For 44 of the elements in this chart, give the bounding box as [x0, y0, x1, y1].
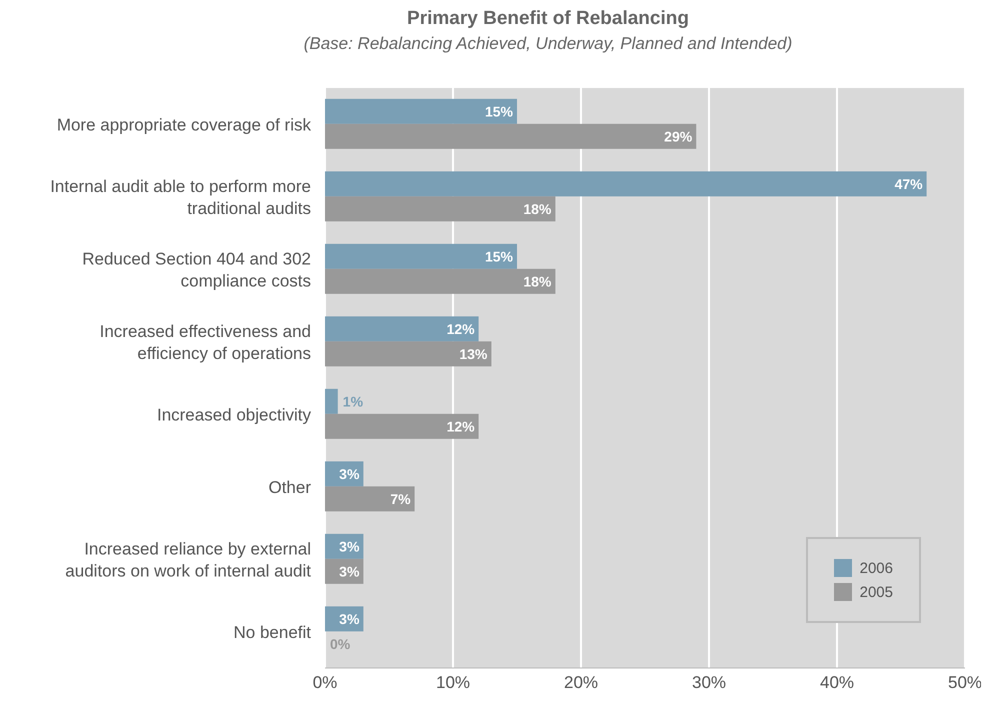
data-label: 3%	[339, 563, 360, 580]
bar	[325, 171, 927, 196]
bar	[325, 388, 338, 414]
x-tick-label: 30%	[692, 673, 726, 692]
bar	[325, 486, 415, 512]
bar	[325, 124, 696, 149]
data-label: 0%	[330, 636, 351, 652]
data-label: 1%	[342, 393, 364, 410]
bar	[325, 196, 556, 222]
y-tick-label: No benefit	[234, 622, 312, 642]
x-tick-label: 40%	[820, 673, 854, 692]
x-tick-label: 0%	[312, 673, 338, 692]
x-tick-label: 10%	[436, 673, 470, 692]
bar	[325, 414, 479, 439]
bar	[325, 98, 517, 124]
y-tick-label: Increased effectiveness and efficiency of operations	[100, 321, 311, 362]
y-tick-label: Increased reliance by external auditors on work of internal audit	[65, 538, 312, 580]
chart-title: Primary Benefit of Rebalancing	[406, 8, 690, 30]
data-label: 29%	[664, 128, 693, 144]
data-label: 18%	[523, 273, 552, 290]
x-tick-label: 20%	[564, 673, 598, 692]
data-label: 13%	[459, 346, 488, 362]
bar	[325, 268, 556, 294]
chart-subtitle: (Base: Rebalancing Achieved, Underway, Planned and Intended)	[302, 34, 794, 54]
bar	[325, 244, 517, 269]
y-tick-label: Internal audit able to perform more traditional audits	[50, 176, 311, 218]
data-label: 12%	[446, 320, 476, 337]
data-label: 18%	[523, 200, 552, 217]
y-tick-label: Other	[268, 477, 312, 496]
data-label: 15%	[484, 103, 514, 120]
data-label: 3%	[339, 538, 360, 554]
data-label: 47%	[894, 176, 924, 192]
data-label: 12%	[446, 418, 476, 434]
bar	[325, 316, 479, 342]
legend-label: 2005	[858, 583, 893, 601]
legend-label: 2006	[858, 559, 893, 577]
y-tick-label: More appropriate coverage of risk	[56, 114, 312, 134]
y-tick-label: Increased objectivity	[156, 404, 312, 424]
data-label: 15%	[484, 248, 514, 264]
bar	[325, 341, 492, 366]
data-label: 3%	[339, 610, 360, 627]
data-label: 7%	[390, 490, 412, 507]
y-tick-label: Reduced Section 404 and 302 compliance costs	[82, 248, 311, 290]
data-label: 3%	[339, 466, 360, 482]
